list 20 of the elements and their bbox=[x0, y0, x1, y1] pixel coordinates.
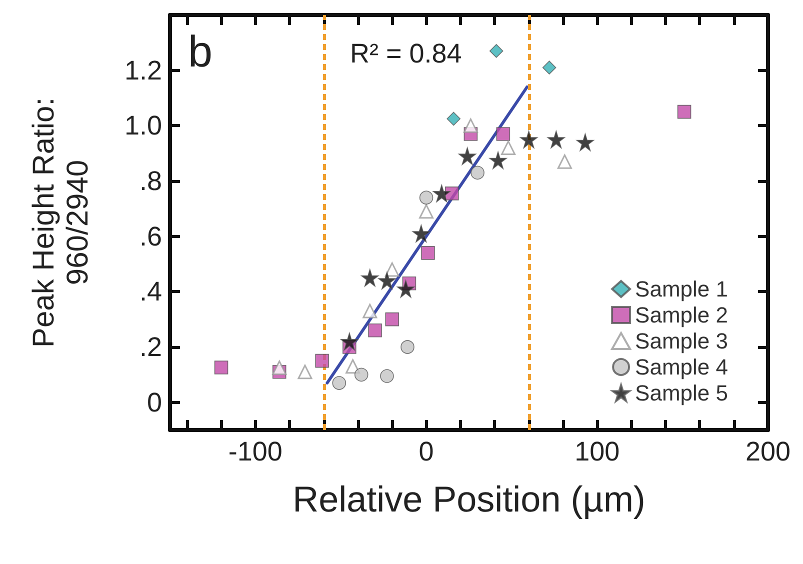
x-tick-label: -100 bbox=[228, 436, 282, 466]
legend-label: Sample 3 bbox=[635, 328, 728, 354]
y-tick-label: 0 bbox=[146, 387, 162, 418]
y-tick-label: .4 bbox=[139, 276, 162, 307]
annotation: R² = 0.84 bbox=[350, 38, 462, 68]
x-tick-label: 200 bbox=[745, 436, 791, 466]
y-tick-label: .6 bbox=[139, 221, 162, 252]
annotation: b bbox=[188, 28, 212, 76]
y-tick-label: .8 bbox=[139, 166, 162, 196]
y-tick-label: .2 bbox=[139, 332, 162, 362]
legend-label: Sample 1 bbox=[635, 276, 728, 302]
legend-label: Sample 2 bbox=[635, 302, 728, 328]
x-tick-label: 0 bbox=[418, 436, 434, 466]
y-tick-label: 1.2 bbox=[124, 55, 162, 86]
y-tick-label: 1.0 bbox=[124, 110, 162, 141]
x-axis-title: Relative Position (µm) bbox=[292, 478, 646, 520]
legend-label: Sample 5 bbox=[635, 380, 728, 406]
x-tick-label: 100 bbox=[574, 436, 620, 466]
legend-label: Sample 4 bbox=[635, 354, 728, 380]
y-axis-title: Peak Height Ratio: 960/2940 bbox=[28, 97, 94, 348]
